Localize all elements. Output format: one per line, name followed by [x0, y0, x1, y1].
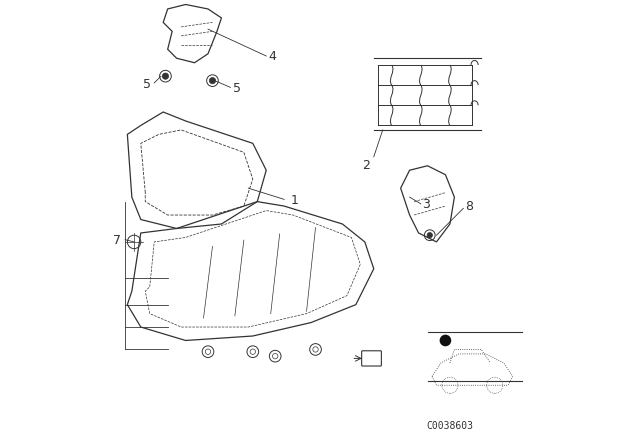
Text: C0038603: C0038603: [426, 421, 474, 431]
Text: 1: 1: [291, 194, 299, 207]
Text: 2: 2: [362, 159, 371, 172]
Text: 5: 5: [233, 82, 241, 95]
Circle shape: [163, 73, 168, 79]
Text: 5: 5: [143, 78, 151, 91]
Text: 3: 3: [422, 198, 429, 211]
Circle shape: [209, 78, 216, 84]
Text: 8: 8: [466, 200, 474, 214]
Circle shape: [427, 233, 433, 238]
Text: 4: 4: [269, 50, 276, 64]
Circle shape: [440, 335, 451, 346]
Text: 7: 7: [113, 233, 121, 247]
